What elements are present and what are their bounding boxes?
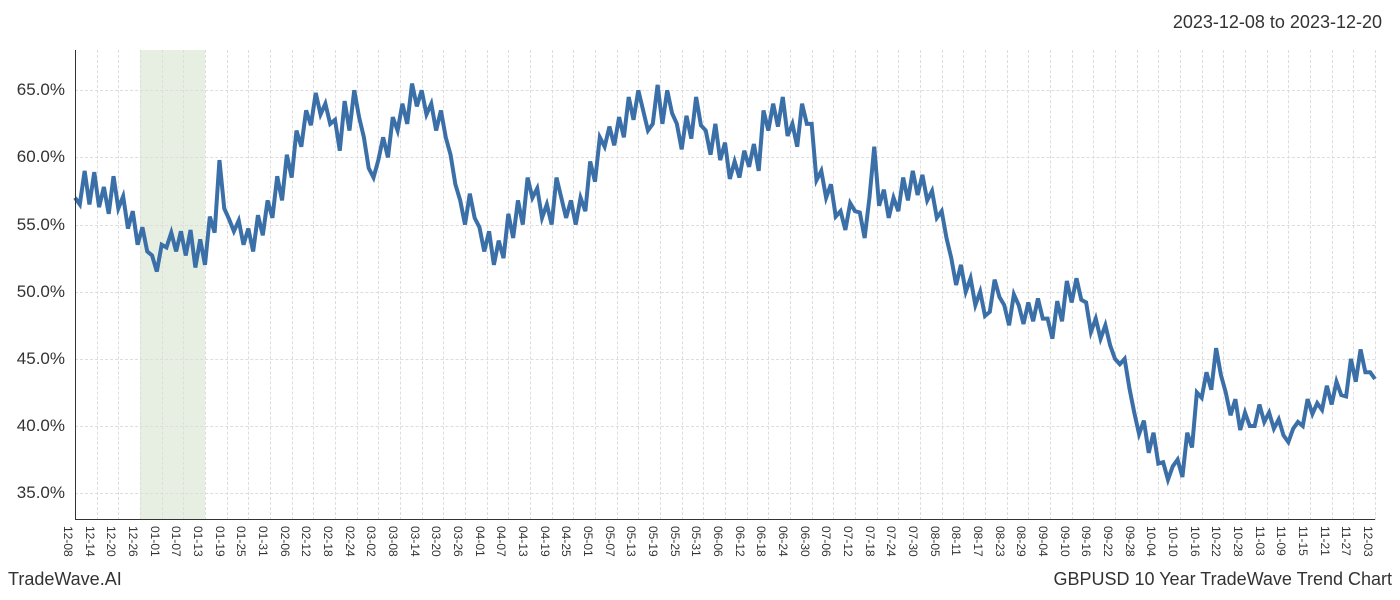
x-tick-label: 08-05 <box>928 526 942 557</box>
x-tick-label: 03-08 <box>386 526 400 557</box>
line-series <box>75 50 1375 520</box>
x-tick-label: 01-31 <box>256 526 270 557</box>
x-tick-label: 06-12 <box>733 526 747 557</box>
x-tick-label: 05-31 <box>689 526 703 557</box>
x-tick-label: 05-19 <box>646 526 660 557</box>
x-tick-label: 07-06 <box>819 526 833 557</box>
trend-line <box>75 84 1375 480</box>
x-tick-label: 05-13 <box>624 526 638 557</box>
x-tick-label: 03-02 <box>364 526 378 557</box>
x-tick-label: 04-19 <box>538 526 552 557</box>
x-tick-label: 07-24 <box>884 526 898 557</box>
x-tick-label: 01-01 <box>148 526 162 557</box>
x-tick-label: 03-26 <box>451 526 465 557</box>
x-tick-label: 09-22 <box>1101 526 1115 557</box>
x-tick-label: 11-09 <box>1274 526 1288 556</box>
x-tick-label: 01-13 <box>191 526 205 557</box>
x-tick-label: 03-20 <box>429 526 443 557</box>
x-tick-label: 06-06 <box>711 526 725 557</box>
x-tick-label: 05-25 <box>668 526 682 557</box>
x-tick-label: 08-11 <box>949 526 963 556</box>
x-tick-label: 08-17 <box>971 526 985 557</box>
x-tick-label: 04-13 <box>516 526 530 557</box>
x-tick-label: 05-07 <box>603 526 617 557</box>
x-tick-label: 02-06 <box>278 526 292 557</box>
y-tick-label: 60.0% <box>17 147 75 167</box>
x-tick-label: 06-30 <box>798 526 812 557</box>
x-tick-label: 08-29 <box>1014 526 1028 557</box>
x-tick-label: 12-03 <box>1361 526 1375 557</box>
plot-rect <box>75 50 1375 520</box>
x-tick-label: 09-16 <box>1079 526 1093 557</box>
x-tick-label: 06-24 <box>776 526 790 557</box>
x-tick-label: 11-03 <box>1253 526 1267 556</box>
x-tick-label: 05-01 <box>581 526 595 557</box>
x-tick-label: 12-20 <box>104 526 118 557</box>
x-tick-label: 08-23 <box>993 526 1007 557</box>
gridline-v <box>1375 50 1376 520</box>
x-tick-label: 10-28 <box>1231 526 1245 557</box>
x-tick-label: 01-07 <box>169 526 183 557</box>
x-tick-label: 10-22 <box>1209 526 1223 557</box>
x-tick-label: 11-21 <box>1318 526 1332 556</box>
brand-label: TradeWave.AI <box>8 569 122 590</box>
x-tick-label: 09-28 <box>1123 526 1137 557</box>
x-tick-label: 07-12 <box>841 526 855 557</box>
x-tick-label: 12-14 <box>83 526 97 557</box>
x-tick-label: 02-12 <box>299 526 313 557</box>
x-tick-label: 04-01 <box>473 526 487 557</box>
x-tick-label: 06-18 <box>754 526 768 557</box>
x-tick-label: 02-24 <box>343 526 357 557</box>
x-tick-label: 01-25 <box>234 526 248 557</box>
x-tick-label: 12-08 <box>61 526 75 557</box>
x-tick-label: 09-10 <box>1058 526 1072 557</box>
x-tick-label: 02-18 <box>321 526 335 557</box>
x-tick-label: 09-04 <box>1036 526 1050 557</box>
x-tick-label: 07-18 <box>863 526 877 557</box>
y-tick-label: 50.0% <box>17 282 75 302</box>
x-tick-label: 12-26 <box>126 526 140 557</box>
y-tick-label: 55.0% <box>17 215 75 235</box>
x-tick-label: 10-10 <box>1166 526 1180 557</box>
date-range-label: 2023-12-08 to 2023-12-20 <box>1173 12 1382 33</box>
x-tick-label: 10-16 <box>1188 526 1202 557</box>
x-tick-label: 03-14 <box>408 526 422 557</box>
y-tick-label: 45.0% <box>17 349 75 369</box>
x-tick-label: 01-19 <box>213 526 227 557</box>
y-tick-label: 65.0% <box>17 80 75 100</box>
y-tick-label: 40.0% <box>17 416 75 436</box>
y-tick-label: 35.0% <box>17 483 75 503</box>
chart-plot-area: 35.0%40.0%45.0%50.0%55.0%60.0%65.0% 12-0… <box>75 50 1375 520</box>
x-tick-label: 11-27 <box>1339 526 1353 556</box>
x-tick-label: 10-04 <box>1144 526 1158 557</box>
chart-title: GBPUSD 10 Year TradeWave Trend Chart <box>1053 569 1392 590</box>
x-tick-label: 04-07 <box>494 526 508 557</box>
x-tick-label: 04-25 <box>559 526 573 557</box>
x-tick-label: 11-15 <box>1296 526 1310 556</box>
x-tick-label: 07-30 <box>906 526 920 557</box>
